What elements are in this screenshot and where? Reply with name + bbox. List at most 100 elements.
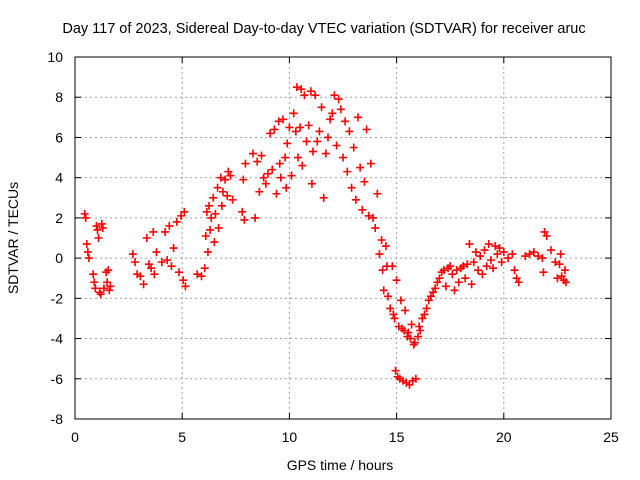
- data-point: [83, 248, 92, 257]
- data-point: [499, 248, 508, 257]
- data-point: [486, 256, 495, 265]
- data-point: [103, 278, 112, 287]
- data-point: [209, 193, 218, 202]
- data-point: [546, 246, 555, 255]
- data-point: [217, 201, 226, 210]
- data-point: [429, 288, 438, 297]
- chart-title: Day 117 of 2023, Sidereal Day-to-day VTE…: [62, 21, 585, 37]
- data-point: [433, 278, 442, 287]
- data-point: [381, 242, 390, 251]
- data-point: [291, 127, 300, 136]
- data-point: [274, 117, 283, 126]
- data-point: [401, 306, 410, 315]
- data-point: [205, 201, 213, 210]
- data-point: [89, 270, 98, 279]
- data-point: [330, 91, 339, 100]
- data-point: [174, 268, 183, 277]
- data-point: [239, 175, 248, 184]
- data-point: [272, 189, 281, 198]
- data-point: [275, 159, 284, 168]
- x-tick-label: 25: [603, 429, 619, 445]
- y-tick-label: 10: [47, 49, 63, 65]
- data-point: [257, 151, 266, 160]
- data-point: [99, 284, 108, 293]
- data-point: [556, 250, 565, 259]
- data-point: [476, 252, 485, 261]
- data-point: [493, 250, 502, 259]
- axis-ticks: 0 5 10 15 20 25 -8 -6 -4 -2 0 2 4 6 8 10: [47, 49, 619, 445]
- data-point: [266, 129, 275, 138]
- data-point: [84, 254, 93, 263]
- data-point: [356, 163, 365, 172]
- data-point: [362, 125, 371, 134]
- data-point: [418, 314, 427, 323]
- data-point: [416, 326, 425, 335]
- y-tick-label: -2: [51, 290, 64, 306]
- data-point: [358, 205, 367, 214]
- data-point: [221, 175, 230, 184]
- data-point: [306, 87, 315, 96]
- data-point: [206, 225, 215, 234]
- data-point: [315, 127, 324, 136]
- data-point: [405, 380, 414, 389]
- data-point: [282, 183, 291, 192]
- y-tick-label: 8: [55, 89, 63, 105]
- data-point: [161, 227, 170, 236]
- data-point: [377, 236, 386, 245]
- data-point: [241, 159, 250, 168]
- data-point: [459, 262, 468, 271]
- data-point: [224, 167, 233, 176]
- data-point: [238, 207, 247, 216]
- data-point: [90, 278, 99, 287]
- x-axis-label: GPS time / hours: [287, 457, 394, 473]
- data-point: [491, 242, 500, 251]
- data-point: [378, 266, 387, 275]
- data-point: [131, 258, 140, 267]
- data-point: [392, 276, 401, 285]
- y-tick-label: -4: [51, 331, 64, 347]
- data-point: [263, 169, 272, 178]
- data-point: [343, 167, 352, 176]
- data-point: [152, 248, 161, 257]
- data-point: [452, 266, 461, 275]
- x-tick-label: 0: [71, 429, 79, 445]
- data-point: [200, 264, 209, 273]
- data-point: [560, 266, 569, 275]
- y-axis-label: SDTVAR / TECUs: [5, 182, 21, 294]
- data-point: [218, 187, 227, 196]
- data-point: [214, 223, 223, 232]
- data-point: [480, 246, 489, 255]
- data-point: [181, 282, 190, 291]
- data-point: [169, 244, 178, 253]
- data-point: [339, 153, 347, 162]
- data-point: [406, 334, 415, 343]
- x-tick-label: 15: [389, 429, 405, 445]
- data-point: [439, 266, 448, 275]
- data-point: [484, 240, 493, 249]
- data-point: [253, 157, 262, 166]
- data-point: [420, 310, 429, 319]
- data-point: [296, 123, 305, 132]
- data-point: [386, 304, 395, 313]
- data-point: [431, 284, 440, 293]
- x-tick-label: 10: [282, 429, 298, 445]
- data-point: [307, 179, 316, 188]
- data-point: [364, 211, 373, 220]
- data-point: [446, 262, 455, 271]
- data-point: [136, 272, 145, 281]
- data-point: [478, 270, 487, 279]
- data-point: [201, 231, 210, 240]
- data-point: [207, 213, 216, 222]
- data-point: [391, 366, 400, 375]
- data-point: [400, 326, 409, 335]
- data-point: [426, 292, 435, 301]
- data-point: [360, 177, 369, 186]
- data-point: [557, 272, 566, 281]
- data-point: [81, 213, 90, 222]
- data-point: [373, 189, 382, 198]
- data-point: [321, 149, 330, 158]
- data-point: [504, 254, 513, 263]
- data-point: [508, 250, 517, 259]
- y-tick-label: 4: [55, 170, 63, 186]
